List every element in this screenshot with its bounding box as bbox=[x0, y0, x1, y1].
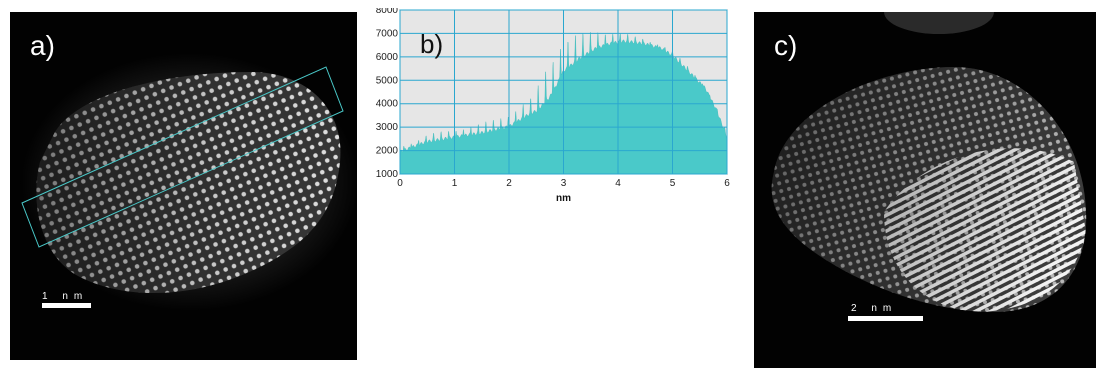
x-tick-label: 6 bbox=[724, 178, 730, 189]
y-tick-label: 3000 bbox=[376, 122, 399, 133]
scalebar-c bbox=[848, 316, 923, 321]
line-profile-chart: 0 1 2 3 4 5 6 1000 2000 3000 4000 5000 6000 7000 8000 n… bbox=[362, 5, 742, 213]
x-axis-label: nm bbox=[556, 193, 571, 204]
y-tick-label: 2000 bbox=[376, 146, 399, 157]
y-tick-label: 8000 bbox=[376, 8, 399, 16]
y-tick-label: 6000 bbox=[376, 52, 399, 63]
y-tick-label: 4000 bbox=[376, 99, 399, 110]
panel-label-b: b) bbox=[420, 29, 443, 59]
image-panel-c: c) 2 nm bbox=[754, 12, 1096, 368]
y-tick-label: 7000 bbox=[376, 28, 399, 39]
panel-label-c: c) bbox=[774, 30, 798, 61]
line-profile-svg: 0 1 2 3 4 5 6 1000 2000 3000 4000 5000 6000 7000 8000 n… bbox=[376, 5, 730, 204]
scalebar-label-c: 2 nm bbox=[851, 303, 898, 314]
line-profile-box bbox=[21, 66, 344, 248]
x-tick-label: 4 bbox=[615, 178, 621, 189]
x-tick-label: 5 bbox=[670, 178, 676, 189]
x-tick-label: 0 bbox=[397, 178, 403, 189]
x-tick-label: 3 bbox=[561, 178, 567, 189]
scalebar-label-a: 1 nm bbox=[42, 291, 89, 302]
atomic-lattice-image-a bbox=[10, 12, 357, 360]
scalebar-a bbox=[42, 303, 91, 308]
x-tick-label: 1 bbox=[452, 178, 458, 189]
panel-label-a: a) bbox=[30, 30, 55, 61]
y-tick-label: 1000 bbox=[376, 169, 399, 180]
image-panel-a: a) 1 nm bbox=[10, 12, 357, 360]
y-tick-label: 5000 bbox=[376, 75, 399, 86]
x-tick-label: 2 bbox=[506, 178, 512, 189]
atomic-lattice-image-c bbox=[754, 12, 1096, 368]
